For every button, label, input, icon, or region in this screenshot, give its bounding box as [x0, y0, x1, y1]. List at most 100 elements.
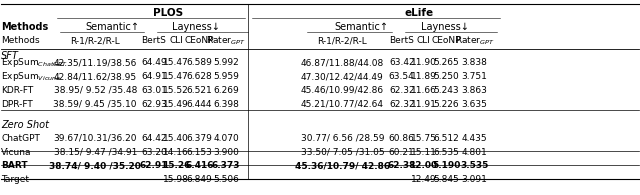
Text: 15.75: 15.75: [410, 134, 436, 143]
Text: 42.84/11.62/38.95: 42.84/11.62/38.95: [54, 72, 137, 81]
Text: 5.845: 5.845: [433, 175, 460, 184]
Text: 11.91: 11.91: [410, 100, 436, 109]
Text: Rater$_{GPT}$: Rater$_{GPT}$: [206, 35, 246, 47]
Text: 6.269: 6.269: [213, 86, 239, 95]
Text: 6.379: 6.379: [186, 134, 212, 143]
Text: 6.153: 6.153: [186, 148, 212, 157]
Text: 64.49: 64.49: [141, 58, 167, 67]
Text: 6.589: 6.589: [186, 58, 212, 67]
Text: SFT: SFT: [1, 51, 19, 61]
Text: ChatGPT: ChatGPT: [1, 134, 40, 143]
Text: 64.42: 64.42: [141, 134, 166, 143]
Text: 6.628: 6.628: [186, 72, 212, 81]
Text: 12.00: 12.00: [410, 161, 438, 170]
Text: 5.959: 5.959: [213, 72, 239, 81]
Text: Semantic↑: Semantic↑: [86, 22, 140, 32]
Text: R-1/R-2/R-L: R-1/R-2/R-L: [70, 36, 120, 45]
Text: 63.42: 63.42: [389, 58, 415, 67]
Text: 63.01: 63.01: [141, 86, 167, 95]
Text: 15.47: 15.47: [163, 72, 189, 81]
Text: 6.512: 6.512: [433, 134, 460, 143]
Text: 6.444: 6.444: [186, 100, 212, 109]
Text: 38.74/ 9.40 /35.20: 38.74/ 9.40 /35.20: [49, 161, 141, 170]
Text: 6.416: 6.416: [185, 161, 214, 170]
Text: -: -: [93, 175, 97, 184]
Text: Semantic↑: Semantic↑: [335, 22, 388, 32]
Text: 62.38: 62.38: [388, 161, 416, 170]
Text: 15.11: 15.11: [410, 148, 436, 157]
Text: Target: Target: [1, 175, 29, 184]
Text: 11.90: 11.90: [410, 58, 436, 67]
Text: R-1/R-2/R-L: R-1/R-2/R-L: [317, 36, 367, 45]
Text: 3.751: 3.751: [461, 72, 488, 81]
Text: Methods: Methods: [1, 22, 49, 32]
Text: DPR-FT: DPR-FT: [1, 100, 33, 109]
Text: 62.91: 62.91: [140, 161, 168, 170]
Text: 3.635: 3.635: [461, 100, 488, 109]
Text: 15.40: 15.40: [163, 134, 189, 143]
Text: 6.535: 6.535: [433, 148, 460, 157]
Text: 11.66: 11.66: [410, 86, 436, 95]
Text: CLI: CLI: [417, 36, 430, 45]
Text: 63.20: 63.20: [141, 148, 167, 157]
Text: 5.190: 5.190: [432, 161, 461, 170]
Text: CLI: CLI: [170, 36, 183, 45]
Text: -: -: [152, 175, 156, 184]
Text: 5.506: 5.506: [213, 175, 239, 184]
Text: 62.32: 62.32: [389, 100, 415, 109]
Text: 47.30/12.42/44.49: 47.30/12.42/44.49: [301, 72, 384, 81]
Text: 42.35/11.19/38.56: 42.35/11.19/38.56: [54, 58, 137, 67]
Text: eLife: eLife: [404, 8, 433, 18]
Text: -: -: [340, 175, 344, 184]
Text: 38.59/ 9.45 /35.10: 38.59/ 9.45 /35.10: [54, 100, 137, 109]
Text: 3.900: 3.900: [213, 148, 239, 157]
Text: 6.398: 6.398: [213, 100, 239, 109]
Text: 5.250: 5.250: [433, 72, 460, 81]
Text: Methods: Methods: [1, 36, 40, 45]
Text: 6.849: 6.849: [186, 175, 212, 184]
Text: Rater$_{GPT}$: Rater$_{GPT}$: [455, 35, 494, 47]
Text: 11.89: 11.89: [410, 72, 436, 81]
Text: 63.54: 63.54: [389, 72, 415, 81]
Text: 62.93: 62.93: [141, 100, 167, 109]
Text: 30.77/ 6.56 /28.59: 30.77/ 6.56 /28.59: [301, 134, 384, 143]
Text: 39.67/10.31/36.20: 39.67/10.31/36.20: [54, 134, 137, 143]
Text: 4.801: 4.801: [461, 148, 488, 157]
Text: 4.435: 4.435: [461, 134, 487, 143]
Text: 38.15/ 9.47 /34.91: 38.15/ 9.47 /34.91: [54, 148, 137, 157]
Text: BertS: BertS: [141, 36, 166, 45]
Text: 45.21/10.77/42.64: 45.21/10.77/42.64: [301, 100, 384, 109]
Text: 60.86: 60.86: [389, 134, 415, 143]
Text: 6.373: 6.373: [212, 161, 241, 170]
Text: Layness↓: Layness↓: [172, 22, 220, 32]
Text: 45.46/10.99/42.86: 45.46/10.99/42.86: [301, 86, 384, 95]
Text: 5.243: 5.243: [434, 86, 460, 95]
Text: ExpSum$_{Vicuna}$: ExpSum$_{Vicuna}$: [1, 70, 61, 83]
Text: CEoNP: CEoNP: [432, 36, 461, 45]
Text: CEoNP: CEoNP: [184, 36, 214, 45]
Text: KDR-FT: KDR-FT: [1, 86, 33, 95]
Text: 5.265: 5.265: [433, 58, 460, 67]
Text: 5.226: 5.226: [434, 100, 460, 109]
Text: PLOS: PLOS: [153, 8, 183, 18]
Text: 62.32: 62.32: [389, 86, 415, 95]
Text: 4.070: 4.070: [213, 134, 239, 143]
Text: 15.49: 15.49: [163, 100, 189, 109]
Text: 64.91: 64.91: [141, 72, 167, 81]
Text: 15.47: 15.47: [163, 58, 189, 67]
Text: BertS: BertS: [389, 36, 414, 45]
Text: 5.992: 5.992: [213, 58, 239, 67]
Text: 15.26: 15.26: [162, 161, 191, 170]
Text: BART: BART: [1, 161, 28, 170]
Text: Vicuna: Vicuna: [1, 148, 32, 157]
Text: Layness↓: Layness↓: [420, 22, 468, 32]
Text: 3.863: 3.863: [461, 86, 488, 95]
Text: 60.21: 60.21: [389, 148, 415, 157]
Text: 15.98: 15.98: [163, 175, 189, 184]
Text: 12.49: 12.49: [411, 175, 436, 184]
Text: 3.535: 3.535: [460, 161, 489, 170]
Text: Zero Shot: Zero Shot: [1, 120, 49, 130]
Text: 3.838: 3.838: [461, 58, 488, 67]
Text: 46.87/11.88/44.08: 46.87/11.88/44.08: [301, 58, 384, 67]
Text: 38.95/ 9.52 /35.48: 38.95/ 9.52 /35.48: [54, 86, 137, 95]
